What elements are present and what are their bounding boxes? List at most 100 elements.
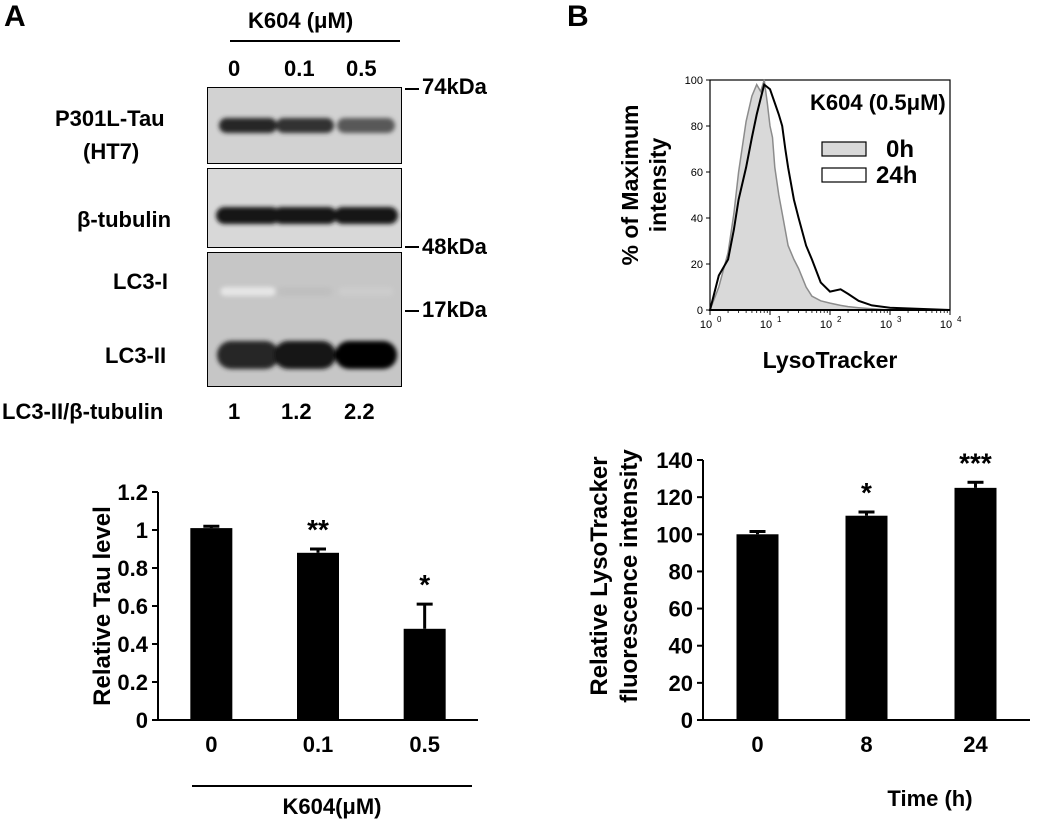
y-tick-label: 40 bbox=[691, 213, 703, 225]
x-tick-label: 0.1 bbox=[303, 732, 334, 757]
blot-row-label-lc3-i: LC3-I bbox=[113, 269, 168, 294]
y-tick-label: 0.4 bbox=[117, 632, 148, 657]
marker-tick-48 bbox=[405, 246, 419, 248]
y-tick-label: 80 bbox=[669, 559, 693, 584]
y-tick-label: 1 bbox=[136, 518, 148, 543]
marker-label-48: 48kDa bbox=[422, 234, 487, 259]
legend-label: 24h bbox=[876, 162, 917, 189]
blot-tau-bands bbox=[219, 118, 395, 133]
x-axis-label: K604(μM) bbox=[282, 794, 381, 819]
x-axis-label: LysoTracker bbox=[763, 347, 898, 373]
x-tick-exponent: 4 bbox=[957, 315, 962, 324]
bar bbox=[954, 487, 997, 720]
marker-label-74: 74kDa bbox=[422, 74, 487, 99]
lc3-i-band bbox=[220, 287, 276, 296]
y-tick-label: 120 bbox=[656, 485, 693, 510]
lc3-i-band bbox=[277, 287, 333, 296]
histogram-title: K604 (0.5μM) bbox=[810, 90, 946, 115]
y-tick-label: 0.2 bbox=[117, 670, 148, 695]
x-tick-label: 10 bbox=[940, 319, 952, 331]
y-tick-label: 100 bbox=[656, 522, 693, 547]
y-tick-label: 20 bbox=[669, 671, 693, 696]
blot-tubulin-bands bbox=[216, 207, 398, 224]
histogram-series-24h bbox=[708, 82, 951, 311]
lysotracker-bar-chart: 0 20 40 60 80 100 120 140 0 * 8 *** 24 Relative LysoT… bbox=[586, 447, 1030, 811]
bar bbox=[190, 528, 233, 720]
x-tick-label: 10 bbox=[820, 319, 832, 331]
significance-marker: ** bbox=[307, 514, 329, 545]
panel-a-letter: A bbox=[4, 0, 26, 33]
marker-tick-74 bbox=[405, 88, 419, 90]
lc3-ii-band bbox=[274, 341, 336, 369]
legend-swatch bbox=[821, 141, 867, 157]
blot-row-label-tau: P301L-Tau bbox=[55, 106, 165, 131]
ratio-value: 2.2 bbox=[344, 399, 375, 424]
tau-band bbox=[219, 118, 277, 133]
blot-lane-label: 0.5 bbox=[346, 56, 377, 81]
panel-b-letter: B bbox=[567, 0, 589, 33]
tubulin-band bbox=[273, 207, 337, 224]
x-tick-label: 10 bbox=[760, 319, 772, 331]
blot-row-label-lc3-ii: LC3-II bbox=[105, 343, 167, 368]
tau-band bbox=[276, 118, 334, 133]
tau-band bbox=[337, 118, 395, 133]
significance-marker: * bbox=[419, 569, 430, 600]
y-tick-label: 60 bbox=[669, 597, 693, 622]
x-tick-exponent: 3 bbox=[897, 315, 902, 324]
blot-lane-label: 0 bbox=[228, 56, 241, 81]
marker-tick-17 bbox=[405, 310, 419, 312]
blot-lc3-bands bbox=[217, 287, 397, 369]
lc3-ii-band bbox=[335, 341, 397, 369]
lc3-ii-band bbox=[217, 341, 279, 369]
y-axis-label-line2: fluorescence intensity bbox=[616, 449, 643, 703]
x-tick-label: 0 bbox=[751, 732, 763, 757]
blot-lc3 bbox=[207, 252, 402, 387]
x-tick-label: 8 bbox=[860, 732, 872, 757]
tau-bar-chart: 0 0.2 0.4 0.6 0.8 1 1.2 0 ** 0.1 * 0.5 Relative Tau … bbox=[89, 480, 478, 819]
legend-swatch bbox=[821, 167, 867, 183]
significance-marker: *** bbox=[959, 447, 992, 478]
y-tick-label: 0 bbox=[136, 708, 148, 733]
blot-header-underline bbox=[230, 40, 400, 42]
blot-lane-label: 0.1 bbox=[284, 56, 315, 81]
bar bbox=[403, 628, 446, 720]
marker-label-17: 17kDa bbox=[422, 297, 487, 322]
y-tick-label: 0 bbox=[697, 305, 703, 317]
bar bbox=[736, 534, 779, 720]
x-tick-label: 0.5 bbox=[409, 732, 440, 757]
x-tick-label: 10 bbox=[880, 319, 892, 331]
histogram-series-0h bbox=[708, 79, 950, 311]
bar bbox=[845, 515, 888, 720]
y-tick-label: 20 bbox=[691, 259, 703, 271]
x-tick-label: 24 bbox=[963, 732, 988, 757]
blot-row-label-tubulin: β-tubulin bbox=[77, 207, 172, 232]
y-axis-label: Relative Tau level bbox=[89, 506, 116, 706]
y-tick-label: 0 bbox=[681, 708, 693, 733]
legend-label: 0h bbox=[886, 136, 914, 163]
ratio-value: 1.2 bbox=[281, 399, 312, 424]
x-tick-label: 10 bbox=[700, 319, 712, 331]
x-tick-label: 0 bbox=[205, 732, 217, 757]
tubulin-band bbox=[334, 207, 398, 224]
y-tick-label: 80 bbox=[691, 121, 703, 133]
bar bbox=[297, 552, 339, 720]
y-axis-label-line1: % of Maximum bbox=[617, 104, 643, 265]
significance-marker: * bbox=[861, 477, 872, 508]
y-tick-label: 40 bbox=[669, 634, 693, 659]
lc3-i-band bbox=[338, 287, 394, 296]
x-tick-exponent: 0 bbox=[717, 315, 722, 324]
tubulin-band bbox=[216, 207, 280, 224]
y-tick-label: 100 bbox=[685, 75, 703, 87]
y-tick-label: 140 bbox=[656, 448, 693, 473]
y-axis-label-line1: Relative LysoTracker bbox=[586, 456, 613, 695]
blot-tubulin bbox=[207, 168, 402, 248]
y-axis-label-line2: intensity bbox=[645, 138, 671, 233]
y-tick-label: 0.6 bbox=[117, 594, 148, 619]
blot-row-label-tau-antibody: (HT7) bbox=[83, 139, 140, 164]
blot-tau bbox=[207, 87, 402, 164]
blot-treatment-header: K604 (μM) bbox=[248, 8, 354, 33]
x-tick-exponent: 1 bbox=[777, 315, 782, 324]
x-tick-exponent: 2 bbox=[837, 315, 842, 324]
x-axis-label: Time (h) bbox=[887, 786, 972, 811]
